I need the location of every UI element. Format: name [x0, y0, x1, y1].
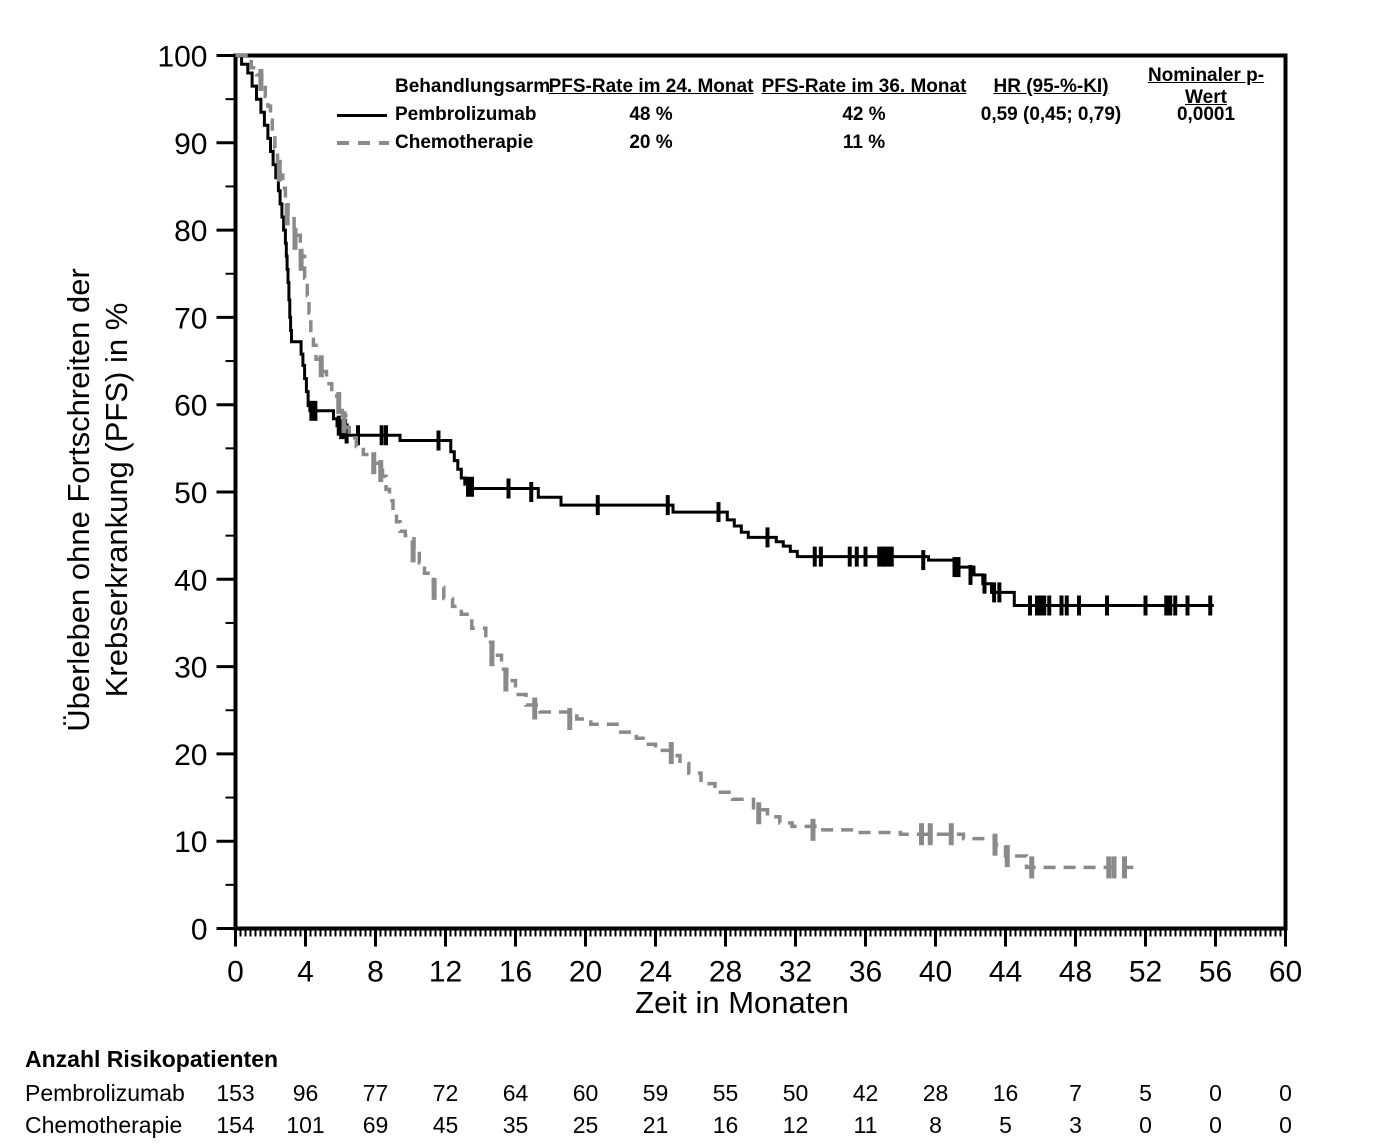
- pembrolizumab-pfs24-value: 48 %: [629, 104, 673, 125]
- x-tick-label: 56: [1199, 956, 1232, 989]
- x-tick-label: 40: [919, 956, 952, 989]
- y-tick-label: 80: [174, 215, 207, 248]
- risk-count: 77: [362, 1080, 389, 1106]
- chemotherapie-censor-marks: [258, 68, 1127, 879]
- y-tick-label: 60: [174, 390, 207, 423]
- risk-count: 0: [1279, 1080, 1292, 1106]
- x-tick-label: 32: [779, 956, 812, 989]
- risk-count: 96: [292, 1080, 319, 1106]
- risk-count: 42: [852, 1080, 879, 1106]
- legend-header-pfs36: PFS-Rate im 36. Monat: [761, 76, 967, 97]
- x-tick-label: 36: [849, 956, 882, 989]
- legend-row-pembrolizumab: Pembrolizumab 48 % 42 % 0,59 (0,45; 0,79…: [337, 101, 1281, 129]
- legend-header-pwert: Nominaler p-Wert: [1147, 65, 1265, 108]
- x-tick-label: 4: [297, 956, 314, 989]
- x-tick-label: 52: [1129, 956, 1162, 989]
- x-tick-label: 48: [1059, 956, 1092, 989]
- y-tick-label: 50: [174, 477, 207, 510]
- legend-table: Behandlungsarm PFS-Rate im 24. Monat PFS…: [337, 65, 1281, 157]
- risk-row-label-chemotherapie: Chemotherapie: [25, 1112, 183, 1138]
- legend-label-pembrolizumab: Pembrolizumab: [395, 104, 537, 125]
- risk-count: 0: [1139, 1112, 1152, 1138]
- risk-count: 0: [1209, 1112, 1222, 1138]
- x-axis-label: Zeit in Monaten: [635, 985, 849, 1020]
- y-axis-label-line1: Überleben ohne Fortschreiten der: [61, 268, 96, 732]
- chemotherapie-pfs24-value: 20 %: [629, 132, 673, 153]
- risk-count: 69: [362, 1112, 389, 1138]
- y-tick-label: 30: [174, 652, 207, 685]
- y-axis-major-ticks: 0 10 20 30 40 50 60 70 80 90 100: [157, 41, 236, 947]
- y-tick-label: 70: [174, 302, 207, 335]
- risk-count: 12: [782, 1112, 809, 1138]
- x-tick-label: 0: [227, 956, 244, 989]
- legend-label-chemotherapie: Chemotherapie: [395, 132, 534, 153]
- y-axis-label: Überleben ohne Fortschreiten der Krebser…: [60, 268, 136, 732]
- legend-header-hr: HR (95-%-KI): [993, 76, 1109, 97]
- risk-table-title: Anzahl Risikopatienten: [25, 1046, 279, 1072]
- y-tick-label: 90: [174, 128, 207, 161]
- risk-count: 55: [712, 1080, 739, 1106]
- pembrolizumab-pfs36-value: 42 %: [842, 104, 886, 125]
- risk-count: 28: [922, 1080, 949, 1106]
- risk-count: 0: [1209, 1080, 1222, 1106]
- chemotherapie-pfs36-value: 11 %: [842, 132, 886, 153]
- x-tick-label: 24: [639, 956, 672, 989]
- risk-row-pembrolizumab: Pembrolizumab 153 96 77 72 64 60 59 55 50 42 28 16 7…: [0, 1080, 1386, 1108]
- risk-count: 101: [286, 1112, 325, 1138]
- y-tick-label: 40: [174, 564, 207, 597]
- risk-count: 72: [432, 1080, 459, 1106]
- risk-count: 35: [502, 1112, 529, 1138]
- pembrolizumab-pvalue: 0,0001: [1176, 104, 1236, 125]
- risk-count: 16: [712, 1112, 739, 1138]
- x-tick-label: 12: [429, 956, 462, 989]
- chemotherapie-line-swatch-icon: [337, 141, 389, 145]
- risk-count: 16: [992, 1080, 1019, 1106]
- risk-count: 0: [1279, 1112, 1292, 1138]
- x-axis-major-ticks: 0 4 8 12 16 20 24 28 32 36 40 44 48 52 56 60: [227, 928, 1302, 989]
- risk-count: 3: [1069, 1112, 1082, 1138]
- risk-count: 60: [572, 1080, 599, 1106]
- x-tick-label: 60: [1269, 956, 1302, 989]
- plot-frame: [233, 53, 1288, 931]
- y-tick-label: 10: [174, 826, 207, 859]
- pembrolizumab-hr-value: 0,59 (0,45; 0,79): [980, 104, 1122, 125]
- risk-count: 5: [999, 1112, 1012, 1138]
- pembrolizumab-line-swatch-icon: [337, 114, 387, 117]
- legend-header-row: Behandlungsarm PFS-Rate im 24. Monat PFS…: [337, 65, 1281, 108]
- x-tick-label: 16: [499, 956, 532, 989]
- pembrolizumab-censor-marks: [309, 400, 1213, 616]
- legend-header-pfs24: PFS-Rate im 24. Monat: [548, 76, 754, 97]
- y-axis-label-line2: Krebserkrankung (PFS) in %: [99, 302, 134, 698]
- risk-row-label-pembrolizumab: Pembrolizumab: [25, 1080, 185, 1106]
- pembrolizumab-curve: [235, 54, 1214, 607]
- legend-header-behandlungsarm: Behandlungsarm: [395, 76, 551, 97]
- risk-count: 21: [642, 1112, 669, 1138]
- risk-count: 64: [502, 1080, 529, 1106]
- y-tick-label: 0: [191, 914, 208, 947]
- legend-swatch-spacer: [337, 73, 395, 101]
- risk-count: 50: [782, 1080, 809, 1106]
- x-tick-label: 20: [569, 956, 602, 989]
- risk-count: 45: [432, 1112, 459, 1138]
- risk-count: 8: [929, 1112, 942, 1138]
- risk-count: 11: [853, 1112, 878, 1138]
- y-tick-label: 20: [174, 739, 207, 772]
- x-axis-minor-ticks: [239, 928, 1282, 937]
- risk-count: 153: [216, 1080, 255, 1106]
- y-axis-minor-ticks: [225, 98, 236, 886]
- x-tick-label: 8: [367, 956, 384, 989]
- risk-count: 7: [1069, 1080, 1082, 1106]
- legend-row-chemotherapie: Chemotherapie 20 % 11 %: [337, 129, 1281, 157]
- risk-count: 25: [572, 1112, 599, 1138]
- y-tick-label: 100: [157, 41, 207, 74]
- x-tick-label: 28: [709, 956, 742, 989]
- risk-count: 154: [216, 1112, 255, 1138]
- x-tick-label: 44: [989, 956, 1022, 989]
- risk-count: 59: [642, 1080, 669, 1106]
- risk-count: 5: [1139, 1080, 1152, 1106]
- risk-row-chemotherapie: Chemotherapie 154 101 69 45 35 25 21 16 12 11 8 5 3 0…: [0, 1112, 1386, 1140]
- chemotherapie-curve: [235, 53, 1134, 870]
